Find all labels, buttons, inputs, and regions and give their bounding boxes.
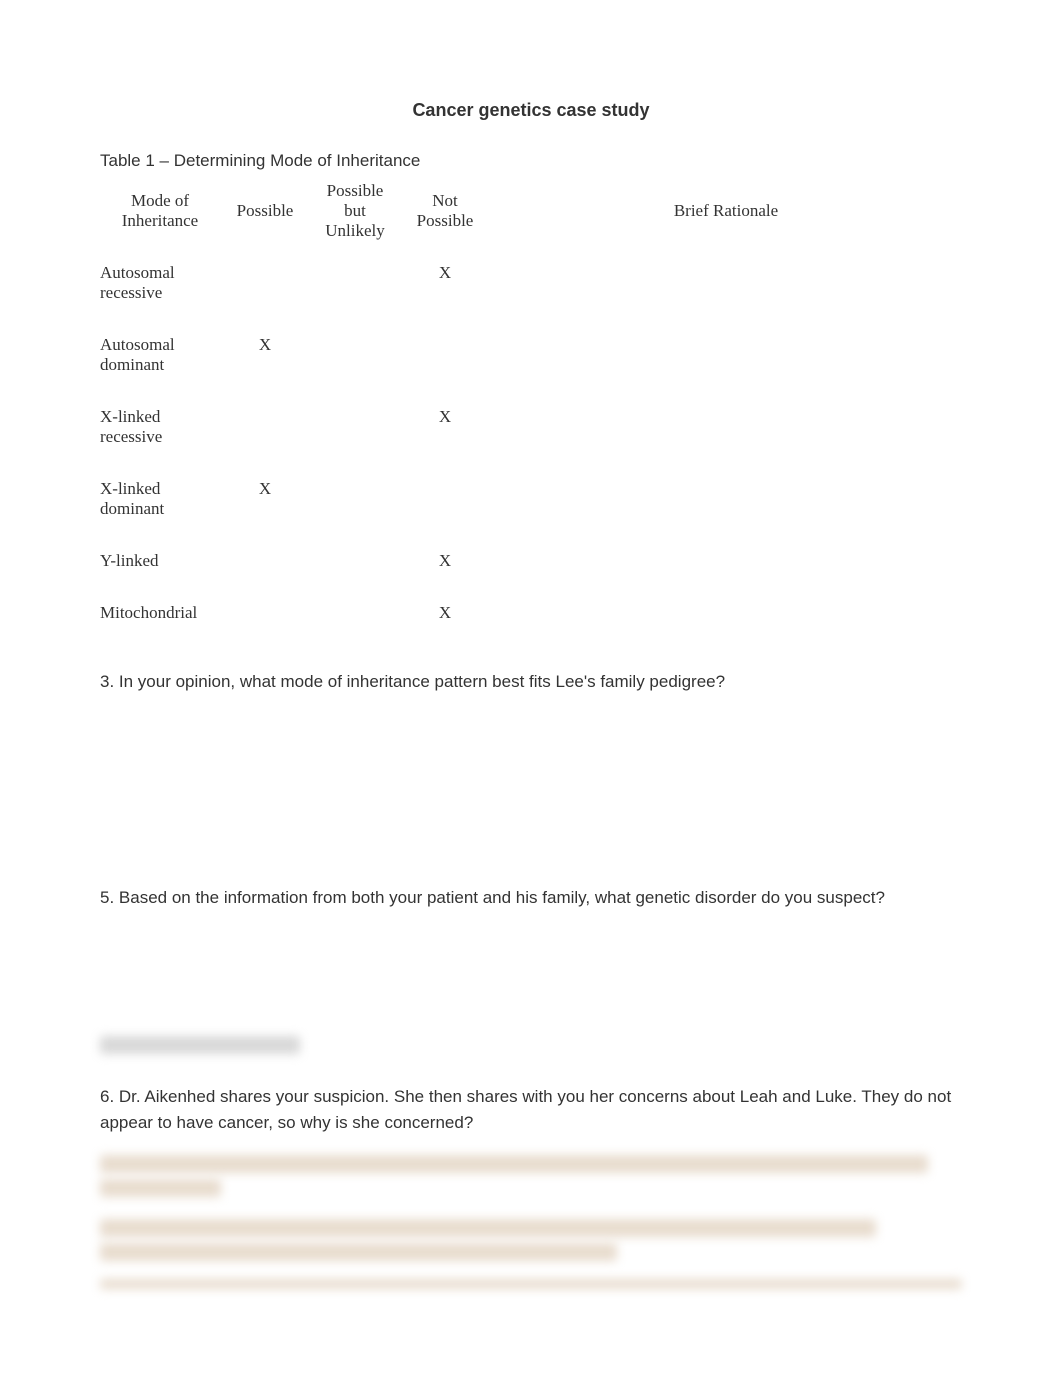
cell-possible (220, 391, 310, 463)
answer-space-q3 (100, 705, 962, 855)
cell-not-possible: X (400, 587, 490, 639)
question-3: 3. In your opinion, what mode of inherit… (100, 669, 962, 695)
cell-not-possible: X (400, 535, 490, 587)
cell-rationale (490, 587, 962, 639)
blurred-content (100, 1036, 300, 1054)
cell-possible (220, 587, 310, 639)
cell-mode: Autosomal recessive (100, 247, 220, 319)
cell-mode: Mitochondrial (100, 587, 220, 639)
page-title: Cancer genetics case study (100, 100, 962, 121)
inheritance-table: Mode of Inheritance Possible Possible bu… (100, 175, 962, 639)
table-row: Mitochondrial X (100, 587, 962, 639)
table-caption: Table 1 – Determining Mode of Inheritanc… (100, 151, 962, 171)
cell-possible-unlikely (310, 319, 400, 391)
cell-possible: X (220, 319, 310, 391)
cell-possible: X (220, 463, 310, 535)
cell-possible-unlikely (310, 587, 400, 639)
answer-space-q5 (100, 920, 962, 1030)
table-row: X-linked recessive X (100, 391, 962, 463)
cell-possible (220, 535, 310, 587)
cell-not-possible (400, 463, 490, 535)
blurred-content (100, 1243, 617, 1261)
header-mode: Mode of Inheritance (100, 175, 220, 247)
blurred-content (100, 1155, 928, 1173)
cell-rationale (490, 535, 962, 587)
cell-not-possible (400, 319, 490, 391)
cell-possible (220, 247, 310, 319)
cell-mode: Y-linked (100, 535, 220, 587)
table-header-row: Mode of Inheritance Possible Possible bu… (100, 175, 962, 247)
cell-not-possible: X (400, 247, 490, 319)
question-5: 5. Based on the information from both yo… (100, 885, 962, 911)
cell-mode: X-linked dominant (100, 463, 220, 535)
blurred-content (100, 1279, 962, 1289)
blurred-content (100, 1219, 876, 1237)
table-row: Autosomal dominant X (100, 319, 962, 391)
cell-possible-unlikely (310, 391, 400, 463)
header-rationale: Brief Rationale (490, 175, 962, 247)
question-6: 6. Dr. Aikenhed shares your suspicion. S… (100, 1084, 962, 1135)
cell-not-possible: X (400, 391, 490, 463)
table-row: Y-linked X (100, 535, 962, 587)
cell-rationale (490, 463, 962, 535)
cell-rationale (490, 391, 962, 463)
blurred-content (100, 1179, 221, 1197)
cell-possible-unlikely (310, 535, 400, 587)
table-row: X-linked dominant X (100, 463, 962, 535)
cell-mode: X-linked recessive (100, 391, 220, 463)
cell-possible-unlikely (310, 247, 400, 319)
header-possible: Possible (220, 175, 310, 247)
cell-rationale (490, 319, 962, 391)
header-possible-unlikely: Possible but Unlikely (310, 175, 400, 247)
table-row: Autosomal recessive X (100, 247, 962, 319)
header-not-possible: Not Possible (400, 175, 490, 247)
cell-rationale (490, 247, 962, 319)
cell-possible-unlikely (310, 463, 400, 535)
cell-mode: Autosomal dominant (100, 319, 220, 391)
